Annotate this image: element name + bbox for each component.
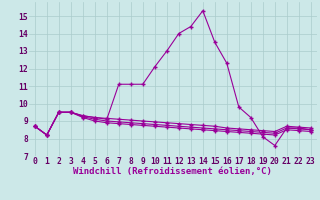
X-axis label: Windchill (Refroidissement éolien,°C): Windchill (Refroidissement éolien,°C) bbox=[73, 167, 272, 176]
